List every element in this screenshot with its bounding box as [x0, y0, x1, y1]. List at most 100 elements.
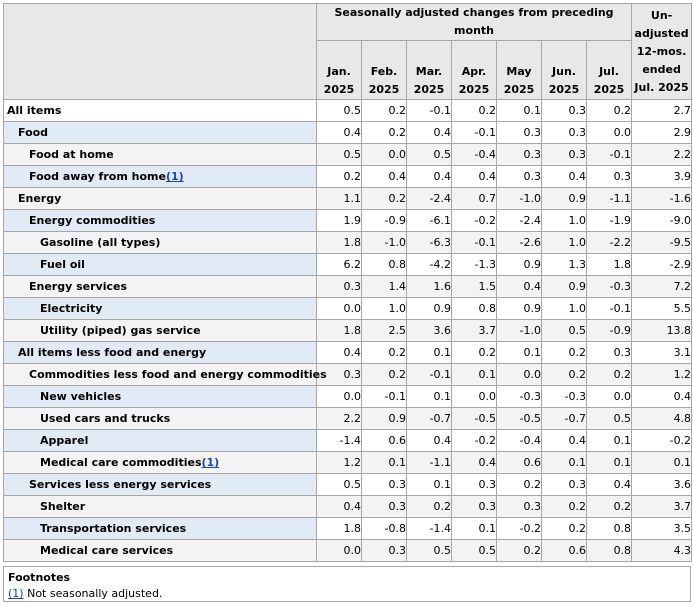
monthly-change-cell: 1.6 — [406, 275, 452, 298]
footnote-item: (1) Not seasonally adjusted. — [8, 587, 162, 600]
monthly-change-cell: -0.4 — [496, 429, 542, 452]
month-column-header: Jan. 2025 — [316, 40, 362, 100]
monthly-change-cell: -0.9 — [361, 209, 407, 232]
table-row: Fuel oil 6.2 0.8 -4.2 -1.3 0.9 1.3 1.8 -2.9 — [3, 253, 693, 276]
month-label: Jul. — [599, 65, 619, 78]
unadjusted-line: ended — [642, 62, 681, 76]
table-row: Energy commodities 1.9 -0.9 -6.1 -0.2 -2.4 1.0… — [3, 209, 693, 232]
row-label: Utility (piped) gas service — [40, 324, 201, 337]
unadjusted-value-cell: 13.8 — [631, 319, 693, 342]
unadjusted-line: Un- — [650, 8, 673, 22]
monthly-change-cell: 0.2 — [585, 99, 633, 122]
monthly-change-cell: 0.8 — [361, 253, 407, 276]
footnote-ref-link[interactable]: (1) — [201, 456, 220, 469]
monthly-change-cell: -0.9 — [585, 319, 633, 342]
monthly-change-cell: 0.2 — [585, 495, 633, 518]
monthly-change-cell: -1.4 — [316, 429, 362, 452]
row-label-cell: Used cars and trucks — [3, 407, 317, 430]
monthly-change-cell: 0.0 — [585, 385, 633, 408]
monthly-change-cell: 0.4 — [585, 473, 633, 496]
monthly-change-cell: -0.4 — [451, 143, 497, 166]
month-column-header: May 2025 — [496, 40, 542, 100]
monthly-change-cell: 0.0 — [316, 539, 362, 562]
monthly-change-cell: -1.1 — [406, 451, 452, 474]
monthly-change-cell: 0.9 — [541, 275, 587, 298]
monthly-change-cell: 0.3 — [496, 143, 542, 166]
monthly-change-cell: -1.1 — [585, 187, 633, 210]
monthly-change-cell: 0.0 — [361, 143, 407, 166]
row-label: Energy commodities — [29, 214, 156, 227]
monthly-change-cell: -0.1 — [361, 385, 407, 408]
monthly-change-cell: -0.1 — [406, 363, 452, 386]
monthly-change-cell: 1.0 — [541, 231, 587, 254]
row-label-cell: All items — [3, 99, 317, 122]
monthly-change-cell: -0.2 — [451, 209, 497, 232]
monthly-change-cell: 0.3 — [541, 99, 587, 122]
row-label-cell: Shelter — [3, 495, 317, 518]
unadjusted-line: 12-mos. — [636, 44, 687, 58]
monthly-change-cell: 2.2 — [316, 407, 362, 430]
row-label: All items — [7, 104, 62, 117]
monthly-change-cell: 0.1 — [406, 385, 452, 408]
row-label: Medical care commodities — [40, 456, 202, 469]
monthly-change-cell: 0.3 — [585, 341, 633, 364]
row-label-cell: Energy services — [3, 275, 317, 298]
unadjusted-column-header: Un- adjusted 12-mos. ended Jul. 2025 — [631, 3, 693, 100]
row-label: Food at home — [29, 148, 114, 161]
monthly-change-cell: 0.2 — [361, 341, 407, 364]
monthly-change-cell: -0.5 — [451, 407, 497, 430]
monthly-change-cell: 0.5 — [406, 143, 452, 166]
row-label-cell: Fuel oil — [3, 253, 317, 276]
table-header: Seasonally adjusted changes from precedi… — [3, 3, 693, 100]
unadjusted-line: Jul. 2025 — [634, 80, 689, 94]
monthly-change-cell: 0.2 — [541, 517, 587, 540]
table-row: Commodities less food and energy commodi… — [3, 363, 693, 386]
row-label: Shelter — [40, 500, 86, 513]
footnote-ref-link[interactable]: (1) — [165, 170, 184, 183]
monthly-change-cell: 3.7 — [451, 319, 497, 342]
monthly-change-cell: 0.0 — [451, 385, 497, 408]
monthly-change-cell: 0.4 — [316, 495, 362, 518]
unadjusted-value-cell: 2.9 — [631, 121, 693, 144]
table-row: Electricity 0.0 1.0 0.9 0.8 0.9 1.0 -0.1 5.5 — [3, 297, 693, 320]
footnote-ref-link[interactable]: (1) — [8, 587, 24, 600]
row-label-cell: New vehicles — [3, 385, 317, 408]
row-label-cell: Food — [3, 121, 317, 144]
monthly-change-cell: 0.5 — [316, 99, 362, 122]
monthly-change-cell: -0.5 — [496, 407, 542, 430]
row-label-cell: All items less food and energy — [3, 341, 317, 364]
monthly-change-cell: -1.0 — [361, 231, 407, 254]
monthly-change-cell: 1.8 — [585, 253, 633, 276]
monthly-change-cell: 2.5 — [361, 319, 407, 342]
row-label-cell: Medical care commodities(1) — [3, 451, 317, 474]
monthly-change-cell: -1.4 — [406, 517, 452, 540]
monthly-change-cell: 0.4 — [316, 121, 362, 144]
monthly-change-cell: -0.1 — [406, 99, 452, 122]
monthly-change-cell: 0.9 — [361, 407, 407, 430]
year-label: 2025 — [323, 83, 355, 96]
monthly-change-cell: 6.2 — [316, 253, 362, 276]
unadjusted-value-cell: 3.5 — [631, 517, 693, 540]
monthly-change-cell: 0.1 — [406, 341, 452, 364]
table-row: Medical care commodities(1) 1.2 0.1 -1.1 0.4… — [3, 451, 693, 474]
monthly-change-cell: 0.9 — [496, 297, 542, 320]
monthly-change-cell: -0.3 — [541, 385, 587, 408]
monthly-change-cell: 0.3 — [361, 539, 407, 562]
unadjusted-line: adjusted — [634, 26, 689, 40]
unadjusted-value-cell: -9.5 — [631, 231, 693, 254]
monthly-change-cell: 0.2 — [361, 121, 407, 144]
footnote-text: Not seasonally adjusted. — [23, 587, 163, 600]
monthly-change-cell: 0.4 — [406, 121, 452, 144]
unadjusted-value-cell: 4.8 — [631, 407, 693, 430]
monthly-change-cell: 1.2 — [316, 451, 362, 474]
table-row: Services less energy services 0.5 0.3 0.1 0.… — [3, 473, 693, 496]
monthly-change-cell: -0.3 — [585, 275, 633, 298]
monthly-change-cell: 0.2 — [496, 539, 542, 562]
monthly-change-cell: -0.1 — [451, 121, 497, 144]
monthly-change-cell: 0.5 — [316, 473, 362, 496]
monthly-change-cell: 0.4 — [406, 165, 452, 188]
month-header-row: Jan. 2025 Feb. 2025 Mar. 2025 Apr. 2025 May 2025 J… — [4, 40, 692, 100]
monthly-change-cell: 1.8 — [316, 517, 362, 540]
monthly-change-cell: 0.4 — [316, 341, 362, 364]
monthly-change-cell: 0.3 — [361, 495, 407, 518]
